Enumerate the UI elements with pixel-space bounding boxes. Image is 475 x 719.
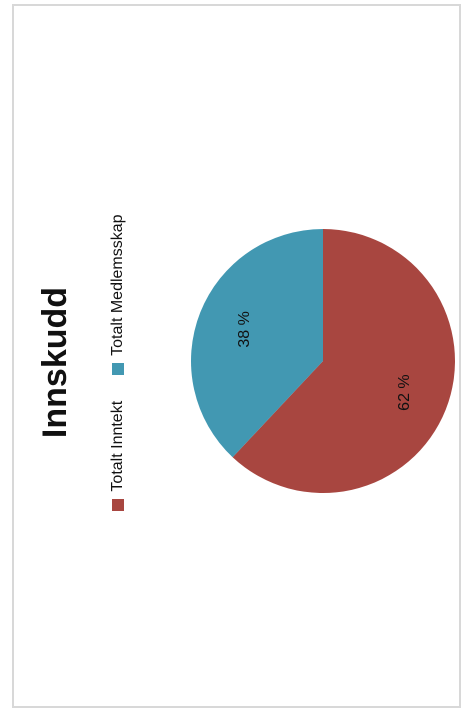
- pie-slice-0: [232, 229, 455, 493]
- chart-frame: Innskudd Totalt Inntekt Totalt Medlemssk…: [12, 4, 461, 708]
- pie-data-label-1: 38 %: [236, 311, 253, 347]
- pie-chart: 62 % 38 %: [191, 229, 455, 493]
- pie-data-label-0: 62 %: [396, 374, 413, 410]
- pie-slice-1: [191, 229, 323, 458]
- rotated-chart-area: Innskudd Totalt Inntekt Totalt Medlemssk…: [14, 6, 475, 719]
